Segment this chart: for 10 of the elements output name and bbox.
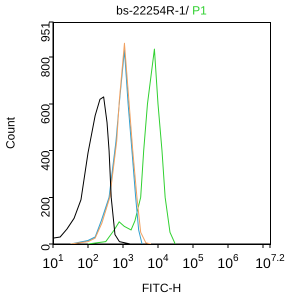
text: P1 bbox=[188, 3, 208, 18]
y-tick-label: 800 bbox=[38, 56, 52, 78]
chart-title: bs-22254R-1/ bbox=[116, 3, 190, 18]
y-tick-label: 951 bbox=[38, 22, 52, 42]
y-tick-label: 600 bbox=[38, 104, 52, 124]
y-tick-label: 200 bbox=[38, 196, 52, 218]
y-tick-label: 400 bbox=[38, 150, 52, 171]
x-axis-title: FITC-H bbox=[142, 281, 182, 296]
y-axis-title: Count bbox=[4, 116, 18, 150]
y-tick-label: 0 bbox=[38, 244, 52, 251]
